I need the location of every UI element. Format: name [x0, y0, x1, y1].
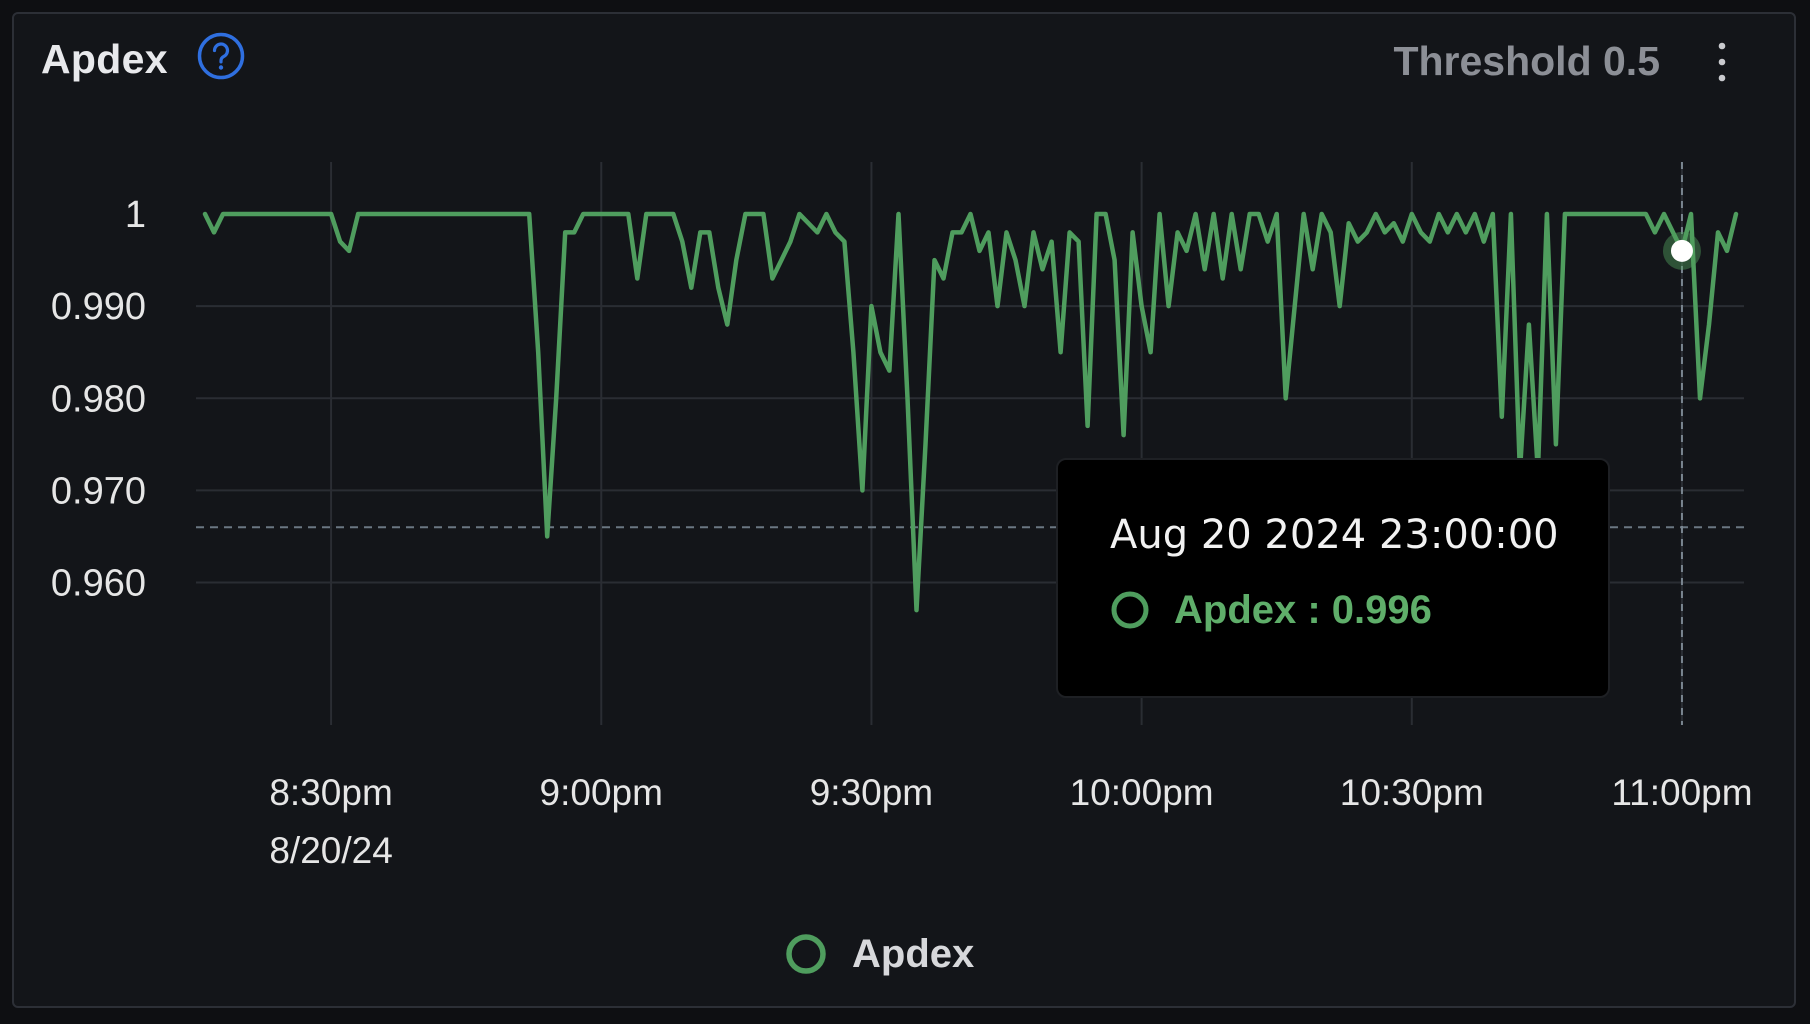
- chart-axes: 1 0.990 0.980 0.970 0.960 8:30pm 8/20/24 9:00pm…: [51, 194, 1753, 871]
- threshold-label: Threshold 0.5: [1393, 38, 1660, 84]
- hover-marker: [1670, 239, 1693, 262]
- tooltip-value: Apdex : 0.996: [1174, 588, 1432, 632]
- question-circle-icon[interactable]: [197, 32, 245, 80]
- panel-title: Apdex: [41, 36, 168, 82]
- legend-series-marker-icon: [786, 934, 826, 974]
- x-tick-label: 9:30pm: [810, 772, 933, 813]
- y-tick-label: 0.960: [51, 563, 146, 605]
- tooltip-series-marker-icon: [1111, 591, 1149, 629]
- y-tick-label: 0.980: [51, 378, 146, 420]
- x-tick-label: 9:00pm: [540, 772, 663, 813]
- chart-series: [202, 211, 1739, 613]
- x-tick-label: 10:00pm: [1070, 772, 1214, 813]
- x-tick-sublabel: 8/20/24: [269, 830, 392, 871]
- chart-hover: [1662, 162, 1701, 725]
- vertical-dots-icon[interactable]: [1714, 40, 1730, 84]
- x-tick-label: 11:00pm: [1611, 772, 1752, 813]
- series-line-apdex: [202, 211, 1739, 613]
- x-tick-label: 10:30pm: [1340, 772, 1484, 813]
- tooltip-date: Aug 20 2024 23:00:00: [1110, 512, 1559, 558]
- chart-tooltip: Aug 20 2024 23:00:00 Apdex : 0.996: [1056, 458, 1610, 698]
- y-tick-label: 0.990: [51, 286, 146, 328]
- x-tick-label: 8:30pm: [269, 772, 392, 813]
- y-tick-label: 0.970: [51, 470, 146, 512]
- legend-item-apdex[interactable]: Apdex: [852, 932, 975, 976]
- y-tick-label: 1: [125, 194, 146, 236]
